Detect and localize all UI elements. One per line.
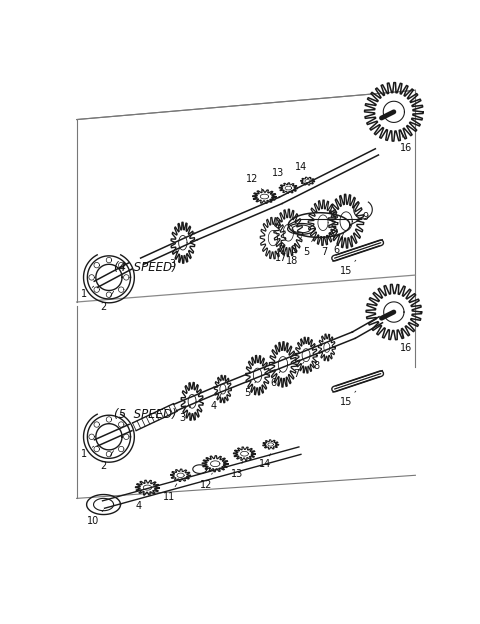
Text: 14: 14 (295, 162, 309, 177)
Text: 4: 4 (135, 495, 144, 511)
Text: 9: 9 (362, 212, 369, 222)
Text: 12: 12 (200, 473, 212, 489)
Text: (4  SPEED): (4 SPEED) (114, 261, 176, 274)
Text: 6: 6 (334, 233, 344, 255)
Text: 11: 11 (163, 484, 177, 502)
Text: 14: 14 (259, 454, 271, 469)
Text: 16: 16 (400, 130, 412, 153)
Text: 17: 17 (275, 245, 287, 263)
Text: 18: 18 (286, 251, 299, 266)
Text: 1: 1 (81, 446, 94, 459)
Text: 7: 7 (293, 362, 304, 379)
Text: 6: 6 (270, 371, 281, 388)
Text: 5: 5 (244, 381, 256, 398)
Text: 2: 2 (100, 291, 114, 313)
Text: 1: 1 (81, 286, 94, 300)
Text: 15: 15 (340, 260, 356, 276)
Text: 2: 2 (100, 451, 114, 471)
Text: 16: 16 (400, 330, 412, 353)
Text: 10: 10 (87, 510, 104, 527)
Text: 3: 3 (170, 248, 180, 268)
Text: 13: 13 (272, 168, 288, 184)
Text: 4: 4 (211, 394, 221, 411)
Text: 5: 5 (303, 238, 314, 257)
Text: 15: 15 (340, 391, 356, 407)
Text: 3: 3 (180, 406, 191, 422)
Text: 7: 7 (322, 235, 328, 257)
Text: (5  SPEED): (5 SPEED) (114, 407, 176, 421)
Text: 8: 8 (291, 236, 301, 255)
Text: 8: 8 (314, 354, 324, 371)
Text: 12: 12 (246, 174, 263, 190)
Text: 13: 13 (230, 461, 243, 479)
